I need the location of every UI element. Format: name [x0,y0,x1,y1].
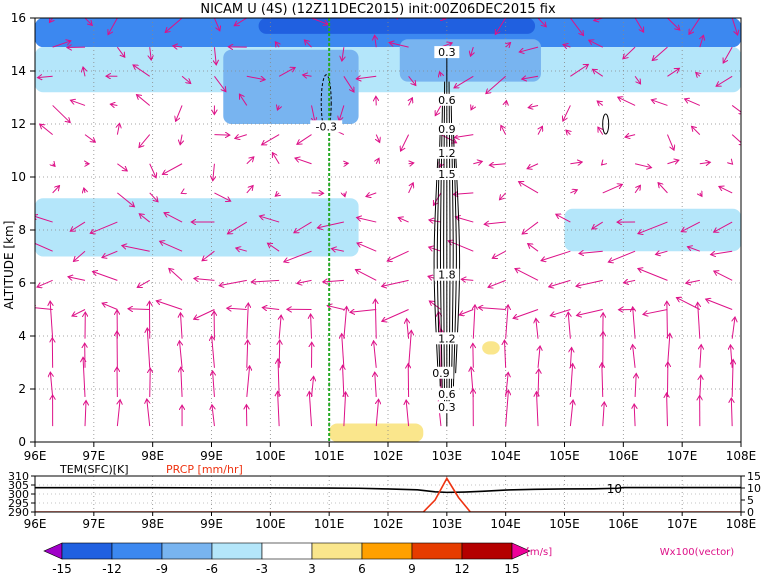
surface-legend: TEM(SFC)[K] PRCP [mm/hr] [59,463,243,476]
colorbar-box [162,543,212,559]
colorbar-tick-label: -6 [206,562,218,575]
x-tick-label: 99E [200,449,223,463]
wind-vector [150,368,151,397]
contour-label: 0.9 [432,367,450,380]
colorbar-arrow-left [44,543,62,559]
surface-x-axis: 96E 97E 98E 99E 100E 101E 102E 103E 104E 105E 106E… [24,512,757,531]
colorbar-tick-label: -12 [102,562,122,575]
contour-label: 1.5 [438,168,456,181]
wind-vector [279,340,280,368]
y-axis-label: ALTITUDE [km] [2,221,16,310]
main-x-axis: 96E 97E 98E 99E 100E 101E 102E 103E 104E 105E 106E… [24,442,757,463]
shading-region [35,198,359,256]
x-tick-label: 102E [373,449,404,463]
shading-region [400,39,541,81]
colorbar-box [212,543,262,559]
x-tick-label: 100E [255,517,286,531]
y-tick-label: 0 [18,435,26,449]
y-tick-label-right: 15 [747,470,761,483]
colorbar-tick-label: 15 [504,562,519,575]
contour-label: 0.3 [438,46,456,59]
colorbar-box [462,543,512,559]
y-tick-label: 8 [18,223,26,237]
x-tick-label: 103E [432,517,463,531]
legend-label: PRCP [mm/hr] [166,463,243,476]
shading-region [482,341,500,354]
x-tick-label: 106E [608,517,639,531]
surface-plot: TEM(SFC)[K] PRCP [mm/hr] 96E 97E 98E 99E 100E… [8,463,761,531]
colorbar-tick-label: 9 [408,562,416,575]
wind-vector [150,10,164,18]
x-tick-label: 108E [726,517,757,531]
contour-label: 0.6 [438,388,456,401]
colorbar-tick-label: -3 [256,562,268,575]
colorbar-unit: [m/s] [526,547,552,558]
x-tick-label: 96E [24,517,47,531]
x-tick-label: 97E [82,449,105,463]
colorbar-box [312,543,362,559]
y-tick-label: 12 [11,117,26,131]
x-tick-label: 98E [141,449,164,463]
shading-region [35,47,741,92]
contour-label: 0.9 [438,123,456,136]
chart-title: NICAM U (4S) (12Z11DEC2015) init:00Z06DE… [200,2,556,17]
shading-region [565,209,742,251]
contour-label: 0.3 [438,401,456,414]
colorbar-tick-label: 3 [308,562,316,575]
x-tick-label: 101E [314,517,345,531]
contour-label: 1.2 [438,147,456,160]
x-tick-label: 96E [24,449,47,463]
colorbar-tick-label: 12 [454,562,469,575]
shading-region [223,50,358,124]
colorbar-box [262,543,312,559]
shading-region [329,423,423,442]
x-tick-label: 99E [200,517,223,531]
shading-region [259,18,536,34]
contour-label: -0.3 [315,120,336,133]
x-tick-label: 103E [432,449,463,463]
colorbar-box [112,543,162,559]
colorbar-tick-label: -15 [52,562,72,575]
x-tick-label: 108E [726,449,757,463]
y-tick-label-right: 10 [747,482,761,495]
y-tick-label: 16 [11,11,26,25]
colorbar-tick-label: 6 [358,562,366,575]
x-tick-label: 97E [82,517,105,531]
contour-label: 1.2 [438,332,456,345]
y-tick-label: 6 [18,276,26,290]
x-tick-label: 98E [141,517,164,531]
colorbar-box [62,543,112,559]
x-tick-label: 101E [314,449,345,463]
x-tick-label: 100E [255,449,286,463]
x-tick-label: 107E [667,517,698,531]
wind-vector [667,301,668,338]
x-tick-label: 105E [549,517,580,531]
colorbar-box [412,543,462,559]
y-tick-label-right: 5 [747,494,754,507]
colorbar-tick-label: -9 [156,562,168,575]
surface-annotation: 10 [607,482,622,496]
x-tick-label: 105E [549,449,580,463]
y-tick-label: 14 [11,64,26,78]
colorbar: -15 -12 -9 -6 -3 3 6 9 12 15 [44,543,530,575]
vector-legend-label: Wx100(vector) [660,547,735,558]
y-tick-label-left: 310 [8,470,29,483]
contour-label: 0.6 [438,94,456,107]
y-tick-label-right: 0 [747,506,754,519]
legend-label: TEM(SFC)[K] [59,463,129,476]
y-tick-label: 4 [18,329,26,343]
x-tick-label: 107E [667,449,698,463]
y-tick-label: 10 [11,170,26,184]
x-tick-label: 106E [608,449,639,463]
contour-label: 1.8 [438,269,456,282]
colorbar-box [362,543,412,559]
x-tick-label: 104E [490,449,521,463]
x-tick-label: 102E [373,517,404,531]
x-tick-label: 104E [490,517,521,531]
y-tick-label: 2 [18,382,26,396]
